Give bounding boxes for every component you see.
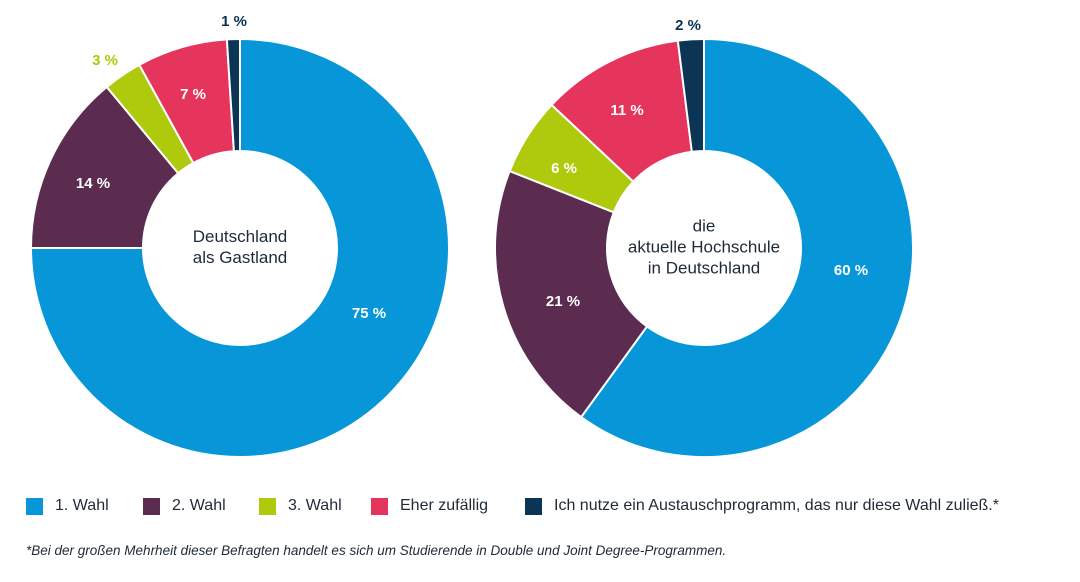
donut-2-value-label-2: 21 % xyxy=(546,293,580,310)
donut-1-value-label-3: 3 % xyxy=(92,52,118,69)
donut-1-center-label-line-2: als Gastland xyxy=(193,248,288,267)
donut-chart-1: 75 % 14 % 3 % 7 % 1 % Deutschland als Gastland xyxy=(29,13,450,458)
legend-label-3: 3. Wahl xyxy=(288,497,342,514)
donut-2-slice-5 xyxy=(676,37,705,153)
legend-swatch-3 xyxy=(259,497,276,515)
legend-label-5: Ich nutze ein Austauschprogramm, das nur… xyxy=(554,497,999,514)
legend-swatch-2 xyxy=(143,497,160,515)
donut-2-value-label-1: 60 % xyxy=(834,262,868,279)
donut-1-value-label-5: 1 % xyxy=(221,13,247,30)
donut-1-slice-5 xyxy=(225,37,241,153)
donut-charts: 75 % 14 % 3 % 7 % 1 % Deutschland als Gastland… xyxy=(29,13,914,458)
legend-item-1: 1. Wahl xyxy=(26,492,109,520)
legend-item-2: 2. Wahl xyxy=(143,492,226,520)
donut-2-center-label-line-3: in Deutschland xyxy=(648,258,760,277)
legend-item-4: Eher zufällig xyxy=(371,492,488,520)
donut-1-center-label-line-1: Deutschland xyxy=(193,227,288,246)
donut-2-center-label-line-1: die xyxy=(693,216,716,235)
legend-item-5: Ich nutze ein Austauschprogramm, das nur… xyxy=(525,492,999,520)
donut-2-slice-2 xyxy=(494,169,649,419)
donut-1-slice-2 xyxy=(29,85,180,249)
legend-label-4: Eher zufällig xyxy=(400,497,489,514)
donut-2-value-label-3: 6 % xyxy=(551,160,577,177)
legend-item-3: 3. Wahl xyxy=(259,492,342,520)
donut-1-slice-1 xyxy=(29,37,450,458)
donut-2-value-label-5: 2 % xyxy=(675,17,701,34)
donut-1-value-label-1: 75 % xyxy=(352,305,386,322)
legend-swatch-4 xyxy=(371,497,388,515)
legend-swatch-1 xyxy=(26,497,43,515)
legend: 1. Wahl 2. Wahl 3. Wahl Eher zufällig Ich nu… xyxy=(0,492,1080,520)
legend-label-1: 1. Wahl xyxy=(55,497,109,514)
legend-swatch-5 xyxy=(525,497,542,515)
footnote: *Bei der großen Mehrheit dieser Befragte… xyxy=(26,543,727,558)
donut-1-value-label-2: 14 % xyxy=(76,175,110,192)
donut-chart-2: 60 % 21 % 6 % 11 % 2 % die aktuelle Hochschule… xyxy=(494,17,914,458)
donut-2-center-label-line-2: aktuelle Hochschule xyxy=(628,237,780,256)
legend-label-2: 2. Wahl xyxy=(172,497,226,514)
donut-1-value-label-4: 7 % xyxy=(180,86,206,103)
donut-2-slice-1 xyxy=(579,37,914,458)
donut-2-value-label-4: 11 % xyxy=(610,102,643,119)
